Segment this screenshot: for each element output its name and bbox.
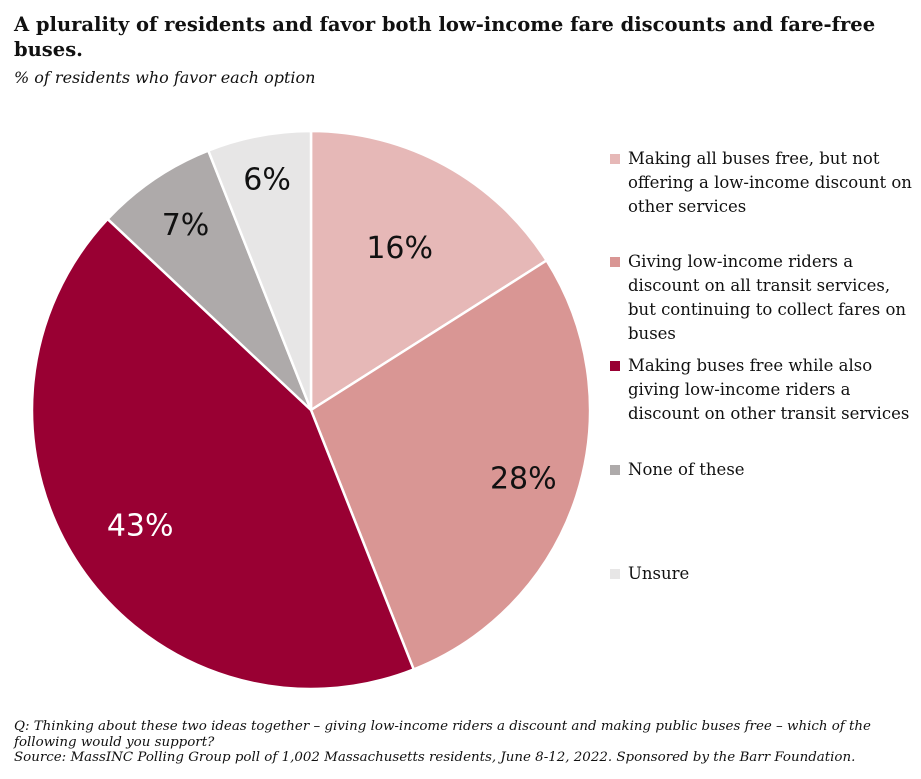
legend-item-unsure: Unsure [610, 562, 918, 586]
footnote-question: Q: Thinking about these two ideas togeth… [14, 719, 871, 750]
legend-swatch [610, 154, 620, 164]
pie-slice-discount-only [309, 258, 592, 672]
legend-swatch [610, 465, 620, 475]
legend-swatch [610, 569, 620, 579]
pie-label-unsure: 6% [243, 162, 291, 197]
chart-subtitle: % of residents who favor each option [14, 68, 316, 87]
pie-label-none: 7% [162, 208, 210, 243]
pie-label-free-and-discount: 43% [107, 509, 174, 544]
legend-item-none: None of these [610, 458, 918, 482]
legend-label: None of these [628, 460, 745, 479]
pie-percent-labels: 16% 28% 43% 7% 6% [107, 162, 557, 543]
legend-item-buses-free-only: Making all buses free, but not offering … [610, 147, 918, 219]
legend-label: Giving low-income riders a discount on a… [628, 252, 907, 343]
chart-title: A plurality of residents and favor both … [14, 13, 876, 61]
pie-slice-none [105, 148, 313, 411]
legend-label: Making all buses free, but not offering … [628, 149, 912, 216]
pie-label-discount-only: 28% [490, 462, 557, 497]
legend-item-free-and-discount: Making buses free while also giving low-… [610, 354, 918, 426]
legend-label: Unsure [628, 564, 690, 583]
legend-swatch [610, 361, 620, 371]
pie-slice-free-and-discount [30, 217, 416, 691]
legend-swatch [610, 257, 620, 267]
footnote-source: Source: MassINC Polling Group poll of 1,… [14, 750, 856, 765]
pie-label-buses-free-only: 16% [366, 231, 433, 266]
legend-label: Making buses free while also giving low-… [628, 356, 910, 423]
legend-item-discount-only: Giving low-income riders a discount on a… [610, 250, 918, 346]
footnote: Q: Thinking about these two ideas togeth… [14, 719, 914, 766]
pie-slice-buses-free-only [309, 129, 549, 413]
pie-slice-unsure [206, 129, 313, 411]
pie-slices [30, 129, 592, 691]
